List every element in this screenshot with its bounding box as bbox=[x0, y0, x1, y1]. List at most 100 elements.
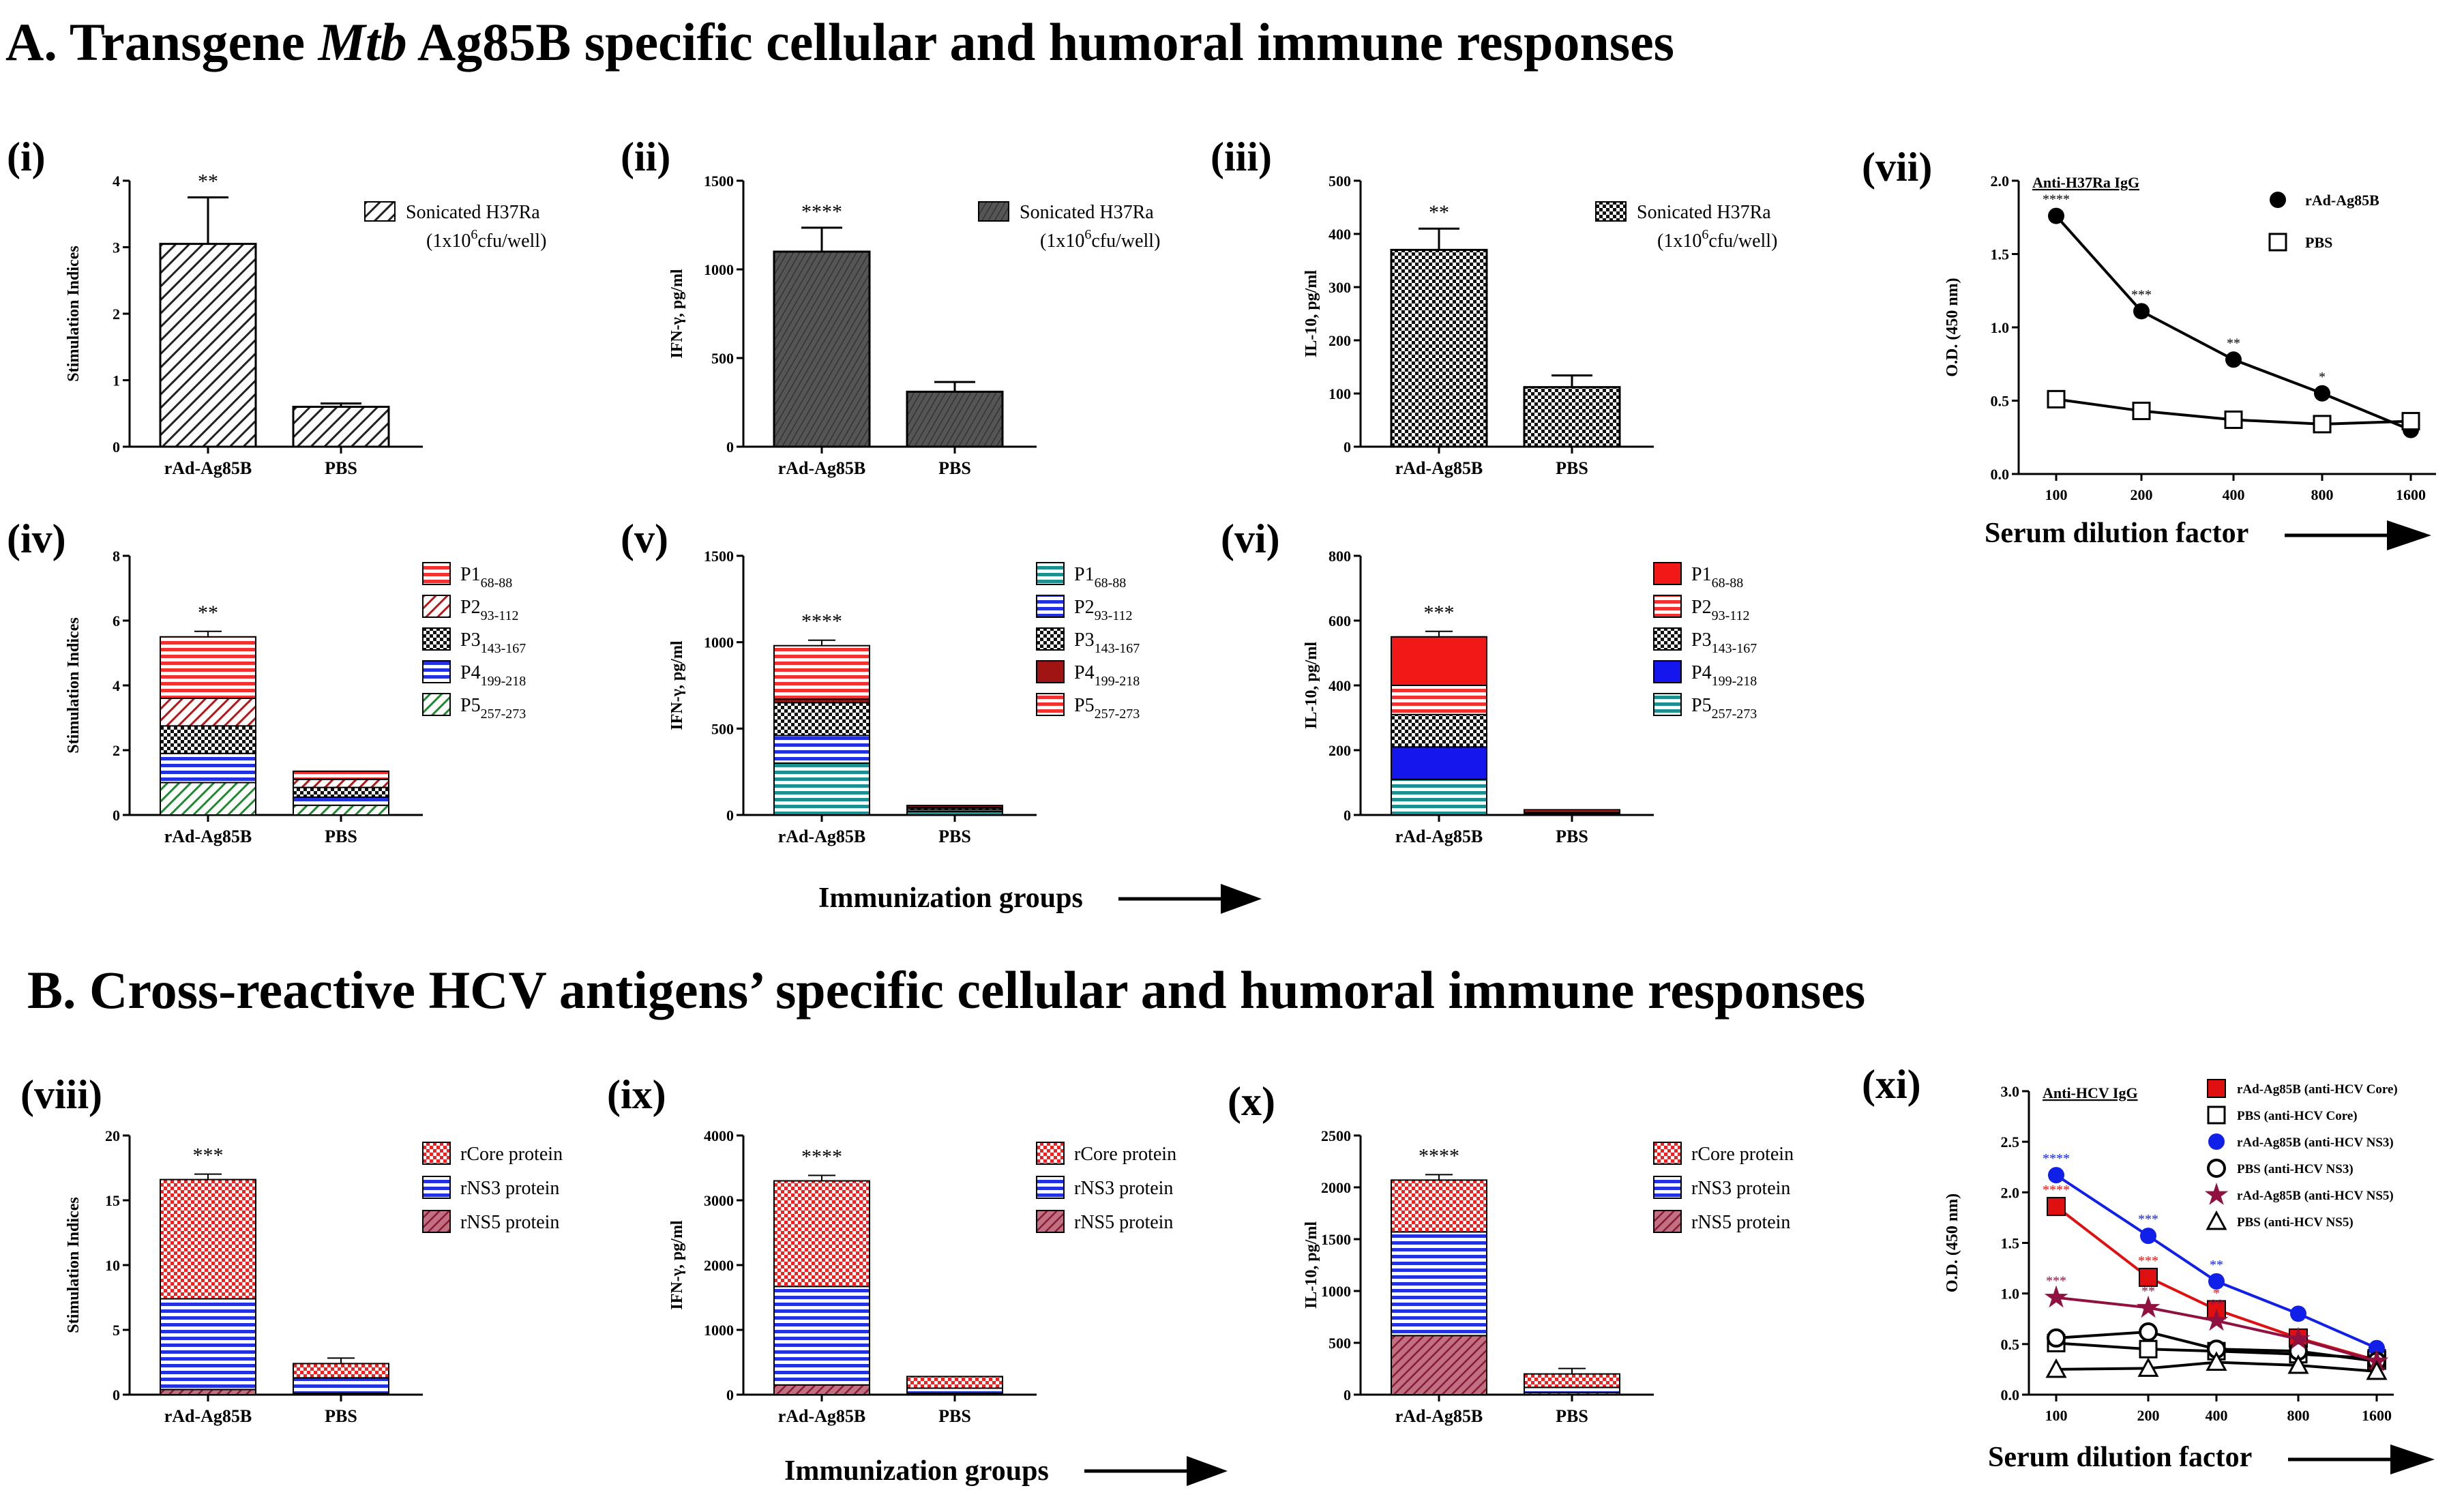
significance-label-xi: * bbox=[2213, 1286, 2220, 1301]
legend-swatch-vi-P1 bbox=[1653, 562, 1682, 585]
legend-swatch-iv-P4 bbox=[422, 660, 451, 683]
legend-label-vi: P5257-273 bbox=[1691, 695, 1757, 722]
y-tick-label-i: 4 bbox=[113, 173, 120, 190]
data-point-xi bbox=[2139, 1267, 2158, 1287]
legend-swatch-x-rNS3-protein bbox=[1653, 1176, 1682, 1199]
legend-label-vi: P293-112 bbox=[1691, 597, 1750, 623]
serum-dilution-arrowhead-b bbox=[2390, 1444, 2435, 1474]
legend-label-iv: P5257-273 bbox=[460, 695, 526, 722]
bar-segment-iv-P4 bbox=[160, 752, 256, 784]
data-point-xi bbox=[2047, 1197, 2066, 1217]
legend-subtitle-a-ii: (1x10 bbox=[1040, 231, 1084, 252]
y-tick-label-vi: 0 bbox=[1344, 807, 1351, 824]
series-line-vii-0 bbox=[2055, 215, 2411, 432]
category-label-iii: rAd-Ag85B bbox=[1395, 458, 1483, 478]
y-axis-label-viii: Stimulation Indices bbox=[65, 1197, 83, 1333]
legend-swatch-iv-P5 bbox=[422, 693, 451, 716]
y-tick-label-ii: 1000 bbox=[704, 261, 734, 278]
legend-swatch-v-P4 bbox=[1036, 660, 1065, 683]
legend-name-vi: P2 bbox=[1691, 597, 1712, 618]
bar-segment-v-P5 bbox=[906, 805, 1003, 808]
legend-subtitle-ii: (1x106cfu/well) bbox=[1040, 227, 1160, 252]
y-tick-label-ix: 3000 bbox=[704, 1192, 734, 1209]
significance-label-xi: *** bbox=[2138, 1253, 2158, 1268]
data-point-xi bbox=[2207, 1079, 2226, 1098]
significance-label-x: **** bbox=[1419, 1144, 1459, 1167]
data-point-xi: ★ bbox=[2204, 1305, 2229, 1336]
legend-label-xi: PBS (anti-HCV NS3) bbox=[2237, 1162, 2354, 1176]
data-point-xi bbox=[2047, 1328, 2066, 1348]
legend-name-x: rCore protein bbox=[1691, 1144, 1794, 1165]
legend-swatch-iii bbox=[1595, 201, 1627, 222]
legend-subscript-iv: 143-167 bbox=[481, 641, 526, 656]
legend-swatch-v-P1 bbox=[1036, 562, 1065, 585]
legend-name-ix: rNS3 protein bbox=[1074, 1178, 1173, 1199]
legend-name-x: rNS5 protein bbox=[1691, 1212, 1790, 1233]
bar-segment-iv-P5 bbox=[293, 804, 389, 816]
significance-label-xi: ** bbox=[2210, 1258, 2223, 1273]
bar-segment-iv-P1 bbox=[293, 770, 389, 780]
bar-segment-x-rCore-protein bbox=[1391, 1179, 1487, 1233]
legend-name-viii: rNS3 protein bbox=[460, 1178, 559, 1199]
y-tick-label-x: 2500 bbox=[1321, 1127, 1351, 1144]
category-label-vi: rAd-Ag85B bbox=[1395, 827, 1483, 846]
data-point-vii bbox=[2048, 207, 2064, 224]
y-axis-label-ix: IFN-γ, pg/ml bbox=[668, 1220, 686, 1310]
data-point-vii bbox=[2224, 410, 2243, 429]
category-label-viii: PBS bbox=[325, 1406, 357, 1426]
x-tick-label-vii: 200 bbox=[2131, 486, 2153, 503]
legend-title-iii: Sonicated H37Ra bbox=[1637, 202, 1771, 223]
legend-label-xi: rAd-Ag85B (anti-HCV Core) bbox=[2237, 1082, 2398, 1097]
chart-title-vii: Anti-H37Ra IgG bbox=[2032, 174, 2139, 191]
data-point-xi: ★ bbox=[2204, 1179, 2229, 1210]
y-tick-label-vi: 600 bbox=[1329, 612, 1351, 629]
legend-swatch-x-rCore-protein bbox=[1653, 1142, 1682, 1165]
legend-swatch-ix-rNS3-protein bbox=[1036, 1176, 1065, 1199]
significance-label-ii: **** bbox=[801, 201, 842, 223]
data-point-xi: ★ bbox=[2044, 1282, 2068, 1313]
y-axis-label-xi: O.D. (450 nm) bbox=[1944, 1193, 1961, 1292]
data-point-xi bbox=[2369, 1339, 2385, 1356]
y-tick-label-i: 3 bbox=[113, 239, 120, 256]
bar-segment-ix-rNS5-protein bbox=[773, 1384, 870, 1395]
legend-swatch-iv-P1 bbox=[422, 562, 451, 585]
data-point-vii bbox=[2132, 402, 2151, 421]
y-tick-label-xi: 0.5 bbox=[2001, 1336, 2020, 1353]
bar-ii-rAd-Ag85B bbox=[773, 250, 871, 448]
legend-name-vi: P4 bbox=[1691, 662, 1712, 683]
y-tick-label-i: 2 bbox=[113, 306, 120, 323]
bar-iii-PBS bbox=[1523, 386, 1621, 448]
category-label-i: rAd-Ag85B bbox=[164, 458, 252, 478]
legend-swatch-vi-P5 bbox=[1653, 693, 1682, 716]
legend-name-iv: P2 bbox=[460, 597, 481, 618]
panel-label-viii: (viii) bbox=[20, 1072, 102, 1117]
significance-label-vii: **** bbox=[2043, 192, 2070, 207]
y-axis-label-ii: IFN-γ, pg/ml bbox=[668, 269, 686, 359]
y-tick-label-xi: 2.5 bbox=[2001, 1133, 2020, 1151]
data-point-xi bbox=[2207, 1105, 2226, 1125]
section-a-title: A. Transgene Mtb Ag85B specific cellular… bbox=[5, 12, 1674, 72]
chart-xi: (xi) 0.0 0.5 1.0 1.5 2.0 2.5 3.0 O.D. (450 nm) 10… bbox=[1862, 1062, 2398, 1424]
y-tick-label-xi: 0.0 bbox=[2001, 1386, 2020, 1404]
legend-subscript-iv: 93-112 bbox=[481, 608, 519, 623]
y-tick-label-iv: 8 bbox=[113, 548, 120, 565]
legend-label-iv: P168-88 bbox=[460, 564, 512, 591]
bar-segment-ix-rCore-protein bbox=[906, 1376, 1003, 1389]
chart-ix: (ix) 0 1000 2000 3000 4000 IFN-γ, pg/ml rAd-Ag8… bbox=[607, 1072, 1176, 1426]
bar-segment-ix-rNS3-protein bbox=[906, 1387, 1003, 1395]
category-label-iii: PBS bbox=[1556, 458, 1588, 478]
section-b-title: B. Cross-reactive HCV antigens’ specific… bbox=[27, 960, 1865, 1020]
data-point-vii bbox=[2401, 412, 2420, 431]
bar-segment-viii-rCore-protein bbox=[293, 1363, 389, 1379]
chart-title-xi: Anti-HCV IgG bbox=[2043, 1084, 2138, 1101]
immunization-groups-text-b: Immunization groups bbox=[784, 1455, 1049, 1487]
legend-label-x: rCore protein bbox=[1691, 1144, 1794, 1165]
legend-label-xi: PBS (anti-HCV Core) bbox=[2237, 1109, 2358, 1123]
data-point-xi bbox=[2290, 1305, 2306, 1322]
data-point-xi bbox=[2140, 1228, 2156, 1245]
legend-label-xi: rAd-Ag85B (anti-HCV NS5) bbox=[2237, 1189, 2394, 1203]
immunization-groups-label-b: Immunization groups bbox=[784, 1455, 1228, 1487]
y-tick-label-viii: 5 bbox=[113, 1322, 120, 1339]
